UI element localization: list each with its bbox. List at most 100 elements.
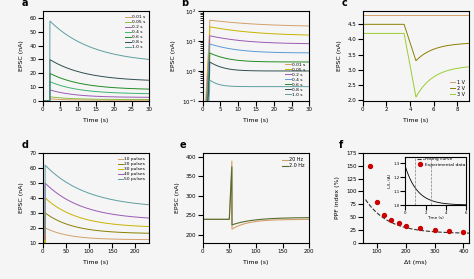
0.2 s	[91, 95, 97, 98]
1 V	[411, 14, 417, 17]
20 pulses	[42, 211, 48, 215]
0.01 s	[271, 23, 277, 27]
Experimental data	[388, 217, 395, 222]
Line: 0.4 s: 0.4 s	[202, 44, 309, 131]
Fitting curve	[363, 198, 369, 202]
2.0 Hz	[206, 218, 212, 221]
50 pulses	[111, 198, 117, 202]
0.6 s	[91, 84, 96, 87]
1 V	[464, 14, 470, 17]
0.05 s	[144, 98, 150, 101]
20 pulses	[67, 224, 73, 227]
20 Hz	[200, 218, 205, 221]
0.2 s	[144, 96, 150, 99]
20 pulses	[59, 221, 64, 224]
0.01 s	[280, 24, 286, 27]
2 V	[411, 53, 417, 56]
0.4 s	[91, 90, 97, 93]
30 pulses	[67, 212, 73, 216]
1.0 s	[280, 85, 286, 88]
30 pulses	[103, 222, 109, 225]
40 pulses	[88, 208, 94, 211]
0.01 s	[128, 98, 133, 102]
0.05 s	[98, 98, 103, 101]
Legend: 1 V, 2 V, 3 V: 1 V, 2 V, 3 V	[447, 78, 467, 98]
0.8 s	[219, 66, 225, 69]
0.8 s	[200, 129, 205, 133]
0.8 s	[306, 69, 312, 73]
0.4 s	[47, 80, 53, 83]
Y-axis label: PPF index (%): PPF index (%)	[335, 176, 340, 219]
0.8 s	[103, 75, 109, 79]
0.6 s	[200, 129, 205, 133]
0.8 s	[128, 78, 133, 81]
Line: 0.05 s: 0.05 s	[43, 97, 149, 101]
50 pulses	[120, 200, 126, 203]
2.0 Hz	[292, 216, 298, 220]
20 pulses	[120, 231, 126, 234]
Fitting curve	[363, 198, 368, 201]
0.8 s	[146, 79, 152, 82]
0.01 s	[91, 98, 97, 102]
Line: 0.4 s: 0.4 s	[43, 82, 149, 101]
2 V	[423, 51, 429, 54]
X-axis label: Time (s): Time (s)	[243, 118, 269, 123]
20 Hz	[306, 218, 312, 221]
0.6 s	[144, 87, 150, 91]
Fitting curve	[466, 232, 472, 235]
Line: 0.6 s: 0.6 s	[43, 73, 149, 101]
0.8 s	[228, 68, 233, 71]
0.2 s	[248, 40, 254, 43]
Line: 20 Hz: 20 Hz	[202, 161, 309, 229]
20 pulses	[146, 232, 152, 235]
0.05 s	[91, 98, 97, 101]
Y-axis label: EPSC (nA): EPSC (nA)	[337, 41, 342, 71]
0.4 s	[200, 129, 205, 133]
Experimental data	[373, 199, 381, 204]
Y-axis label: EPSC (nA): EPSC (nA)	[175, 182, 180, 213]
0.05 s	[200, 129, 205, 133]
0.4 s	[98, 90, 103, 93]
Legend: 10 pulses, 20 pulses, 30 pulses, 40 pulses, 50 pulses: 10 pulses, 20 pulses, 30 pulses, 40 puls…	[116, 155, 147, 183]
Line: 0.01 s: 0.01 s	[202, 20, 309, 131]
3 V	[418, 88, 423, 92]
0.4 s	[248, 50, 254, 53]
Line: 1.0 s: 1.0 s	[202, 80, 309, 131]
0.8 s	[91, 73, 96, 77]
1.0 s	[98, 49, 103, 52]
0.01 s	[40, 99, 46, 103]
2.0 Hz	[200, 218, 205, 221]
20 Hz	[206, 218, 212, 221]
0.2 s	[128, 95, 133, 99]
1.0 s	[146, 58, 152, 61]
Line: 2.0 Hz: 2.0 Hz	[202, 167, 309, 225]
2 V	[410, 51, 416, 54]
1 V	[410, 14, 416, 17]
1.0 s	[248, 85, 254, 88]
1.0 s	[40, 99, 46, 103]
Line: 30 pulses: 30 pulses	[43, 198, 149, 243]
0.05 s	[219, 27, 225, 30]
1 V	[418, 14, 423, 17]
2.0 Hz	[229, 223, 235, 227]
0.4 s	[103, 91, 109, 94]
Line: 1.0 s: 1.0 s	[43, 21, 149, 101]
0.8 s	[40, 99, 46, 103]
0.2 s	[306, 42, 312, 45]
2 V	[466, 42, 472, 45]
30 pulses	[88, 219, 94, 222]
0.2 s	[98, 95, 103, 98]
0.05 s	[47, 95, 53, 98]
1.0 s	[263, 85, 268, 88]
0.6 s	[306, 60, 312, 64]
40 pulses	[120, 214, 126, 217]
10 pulses	[42, 226, 48, 230]
0.2 s	[47, 88, 53, 92]
20 Hz	[229, 227, 235, 231]
Fitting curve	[456, 231, 462, 235]
0.01 s	[219, 20, 225, 23]
30 pulses	[40, 241, 46, 244]
0.05 s	[146, 98, 152, 101]
0.01 s	[103, 98, 109, 102]
0.6 s	[228, 57, 233, 61]
